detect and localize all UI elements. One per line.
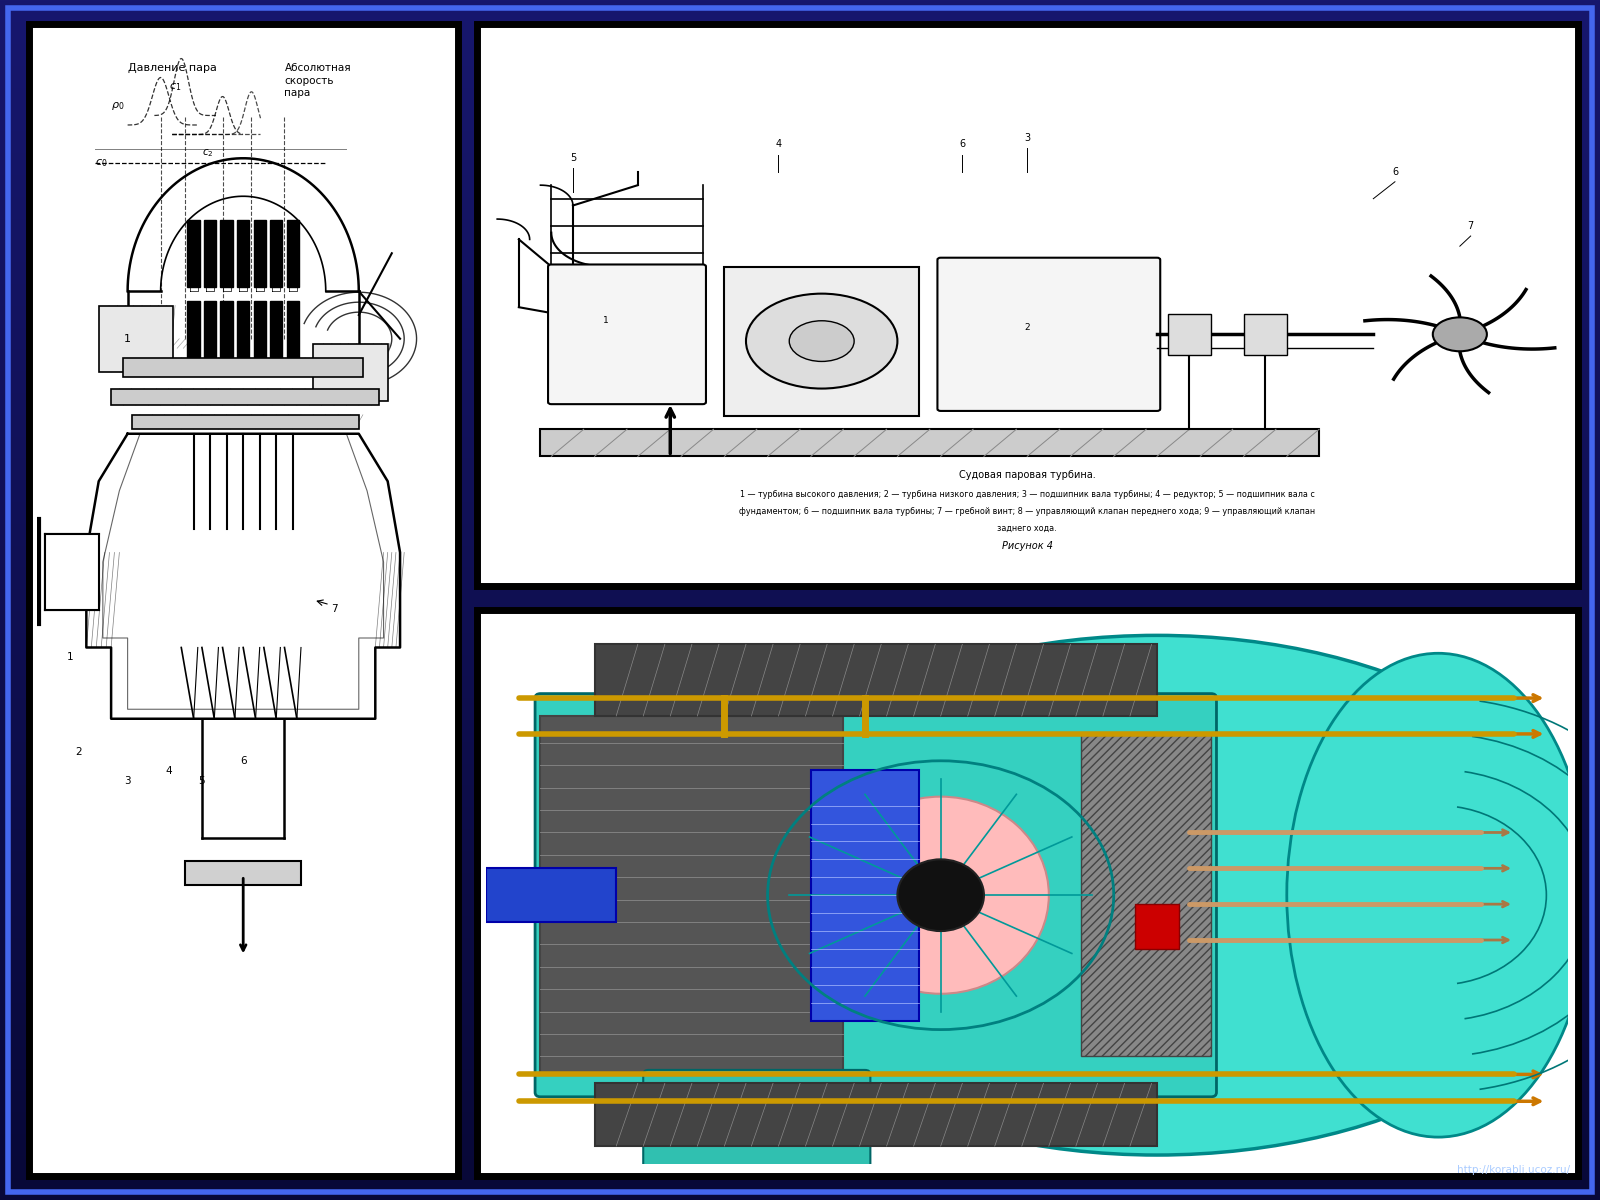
Bar	[131, 415, 358, 428]
Text: 7: 7	[331, 605, 338, 614]
Text: 3: 3	[125, 775, 131, 786]
Polygon shape	[253, 220, 266, 287]
Text: Абсолютная
скорость
пара: Абсолютная скорость пара	[285, 64, 350, 98]
Text: 7: 7	[1467, 221, 1474, 230]
Polygon shape	[187, 220, 200, 287]
Text: 5: 5	[198, 775, 205, 786]
Polygon shape	[270, 220, 283, 287]
Text: 2: 2	[75, 746, 82, 757]
Bar	[314, 343, 387, 401]
Bar	[110, 389, 379, 406]
Bar	[45, 534, 99, 610]
Text: 2: 2	[1024, 323, 1030, 332]
Polygon shape	[187, 301, 200, 362]
Text: 1 — турбина высокого давления; 2 — турбина низкого давления; 3 — подшипник вала : 1 — турбина высокого давления; 2 — турби…	[739, 491, 1315, 499]
Text: 6: 6	[960, 139, 965, 150]
Text: 6: 6	[240, 756, 246, 767]
FancyBboxPatch shape	[643, 1070, 870, 1169]
Polygon shape	[286, 301, 299, 362]
Text: 3: 3	[1024, 133, 1030, 143]
FancyBboxPatch shape	[938, 258, 1160, 410]
Bar	[595, 1084, 1157, 1146]
Polygon shape	[286, 220, 299, 287]
Polygon shape	[237, 220, 250, 287]
Text: 4: 4	[819, 330, 824, 338]
Circle shape	[789, 320, 854, 361]
Bar	[1243, 314, 1286, 355]
Ellipse shape	[714, 635, 1600, 1156]
Text: 6: 6	[1392, 167, 1398, 176]
Text: Давление пара: Давление пара	[128, 64, 216, 73]
Text: http://korabli.ucoz.ru/: http://korabli.ucoz.ru/	[1458, 1165, 1570, 1175]
Text: 1: 1	[125, 334, 131, 343]
Bar	[1168, 314, 1211, 355]
Bar	[186, 862, 301, 886]
Bar	[541, 716, 843, 1074]
Text: $c_2$: $c_2$	[202, 148, 213, 160]
Polygon shape	[203, 301, 216, 362]
Ellipse shape	[832, 797, 1050, 994]
Bar	[541, 430, 1320, 456]
Text: Рисунок 4: Рисунок 4	[1002, 541, 1053, 551]
Polygon shape	[221, 301, 234, 362]
Text: фундаментом; 6 — подшипник вала турбины; 7 — гребной винт; 8 — управляющий клапа: фундаментом; 6 — подшипник вала турбины;…	[739, 508, 1315, 516]
Polygon shape	[203, 220, 216, 287]
Bar	[29, 24, 458, 1176]
Bar	[477, 24, 1578, 586]
Text: $c_1$: $c_1$	[170, 82, 181, 92]
Bar	[123, 358, 363, 377]
Text: 1: 1	[603, 317, 608, 325]
Bar	[477, 610, 1578, 1176]
FancyBboxPatch shape	[549, 264, 706, 404]
Bar	[486, 869, 616, 922]
Polygon shape	[253, 301, 266, 362]
Text: заднего хода.: заднего хода.	[997, 524, 1058, 533]
Bar	[725, 266, 918, 415]
Polygon shape	[270, 301, 283, 362]
Text: Судовая паровая турбина.: Судовая паровая турбина.	[958, 470, 1096, 480]
Bar	[1082, 734, 1211, 1056]
Text: 4: 4	[776, 139, 781, 150]
Ellipse shape	[898, 859, 984, 931]
Bar	[99, 306, 173, 372]
Polygon shape	[221, 220, 234, 287]
Text: 5: 5	[570, 154, 576, 163]
Polygon shape	[237, 301, 250, 362]
Bar	[811, 769, 918, 1021]
Circle shape	[746, 294, 898, 389]
Bar	[1136, 904, 1179, 949]
Bar	[595, 644, 1157, 716]
FancyBboxPatch shape	[534, 694, 1216, 1097]
Text: $\rho_0$: $\rho_0$	[110, 100, 125, 112]
Text: 4: 4	[165, 766, 173, 776]
Text: 1: 1	[67, 652, 74, 662]
Circle shape	[1434, 317, 1486, 352]
Ellipse shape	[1286, 653, 1590, 1138]
Text: $c_0$: $c_0$	[94, 157, 107, 169]
